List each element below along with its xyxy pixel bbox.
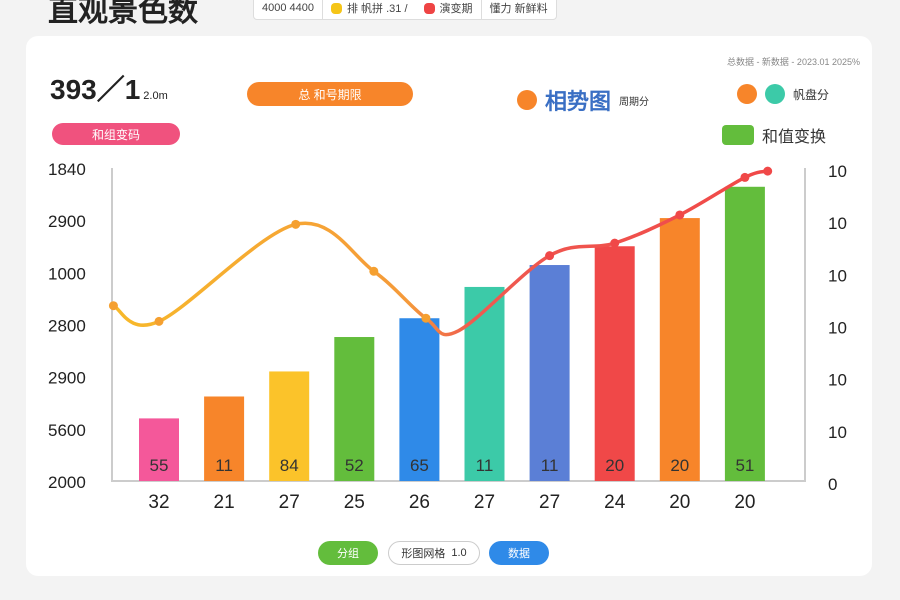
line-point — [369, 266, 379, 276]
line-point — [610, 238, 620, 248]
green-square-icon — [722, 125, 754, 145]
group-button[interactable]: 分组 — [318, 541, 378, 565]
right-tick-label: 0 — [828, 475, 837, 494]
bar-legend: 和值变换 — [722, 123, 826, 147]
bar-value-label: 11 — [541, 456, 559, 475]
line-point — [421, 313, 431, 323]
x-tick-label: 32 — [148, 492, 169, 513]
x-tick-label: 24 — [604, 492, 626, 513]
line-point — [154, 316, 164, 326]
x-tick-label: 21 — [214, 492, 235, 513]
line-point — [291, 219, 301, 229]
line-legend: 相势图 周期分 — [517, 84, 649, 116]
page-title: 直观景色数 — [48, 0, 198, 28]
x-tick-label: 27 — [539, 492, 560, 513]
bar-value-label: 51 — [735, 456, 754, 475]
left-tick-label: 2000 — [48, 473, 86, 492]
bar — [464, 286, 505, 481]
line-point — [675, 210, 685, 220]
orange-circle-icon — [737, 84, 757, 104]
left-tick-label: 1840 — [48, 160, 86, 179]
x-tick-label: 26 — [409, 492, 430, 513]
right-tick-label: 10 — [828, 423, 847, 442]
line-point — [545, 251, 555, 261]
top-toolbar: 4000 4400 排 帆拼 .31 / 演变期 懂力 新鲜料 — [253, 0, 557, 20]
extra-text[interactable]: 懂力 新鲜料 — [489, 3, 548, 15]
dual-legend: 帆盘分 — [737, 84, 829, 104]
meta-text: 总数据 - 新数据 - 2023.01 2025% — [726, 57, 860, 67]
x-tick-label: 20 — [734, 492, 755, 513]
summary-value: 393／1 2.0m — [50, 74, 168, 105]
bar-value-label: 11 — [215, 456, 233, 475]
right-tick-label: 10 — [828, 162, 847, 181]
left-tick-label: 2900 — [48, 212, 86, 231]
bar — [269, 371, 310, 481]
plot-frame — [111, 168, 806, 482]
bar-value-label: 65 — [410, 456, 429, 475]
bar — [594, 246, 635, 481]
stats-text: 4000 4400 — [262, 2, 314, 14]
left-tick-label: 2800 — [48, 317, 86, 336]
bar-value-label: 52 — [345, 456, 364, 475]
red-dot-icon — [423, 2, 435, 14]
bar — [659, 218, 700, 481]
right-tick-label: 10 — [828, 214, 847, 233]
bar — [529, 265, 570, 481]
line-point — [740, 172, 750, 182]
legend-red[interactable]: 演变期 — [416, 0, 481, 16]
bar-value-label: 84 — [280, 456, 299, 475]
bar — [399, 318, 440, 481]
bar-value-label: 20 — [670, 456, 689, 475]
bar-value-label: 11 — [476, 456, 494, 475]
right-tick-label: 10 — [828, 266, 847, 285]
yellow-dot-icon — [331, 2, 342, 14]
x-tick-label: 27 — [474, 492, 495, 513]
x-tick-label: 25 — [344, 492, 365, 513]
orange-circle-icon — [517, 90, 537, 110]
orange-badge[interactable]: 总 和号期限 — [247, 82, 413, 106]
grid-toggle-button[interactable]: 形图网格 1.0 — [388, 541, 480, 565]
line-point — [108, 301, 118, 311]
bar — [139, 418, 179, 481]
bar-value-label: 20 — [605, 456, 624, 475]
line-point — [763, 166, 773, 176]
left-tick-label: 5600 — [48, 421, 86, 440]
x-tick-label: 27 — [279, 492, 300, 513]
bar — [334, 337, 375, 481]
bar-value-label: 55 — [150, 456, 169, 475]
x-tick-label: 20 — [669, 492, 690, 513]
left-tick-label: 1000 — [48, 264, 86, 283]
left-tick-label: 2900 — [48, 369, 86, 388]
legend-yellow[interactable]: 排 帆拼 .31 / — [323, 0, 416, 16]
teal-circle-icon — [765, 84, 785, 104]
bar — [204, 396, 245, 481]
right-tick-label: 10 — [828, 319, 847, 338]
data-button[interactable]: 数据 — [489, 541, 549, 565]
right-tick-label: 10 — [828, 371, 847, 390]
pink-badge[interactable]: 和组变码 — [52, 123, 180, 145]
bar — [724, 186, 765, 481]
